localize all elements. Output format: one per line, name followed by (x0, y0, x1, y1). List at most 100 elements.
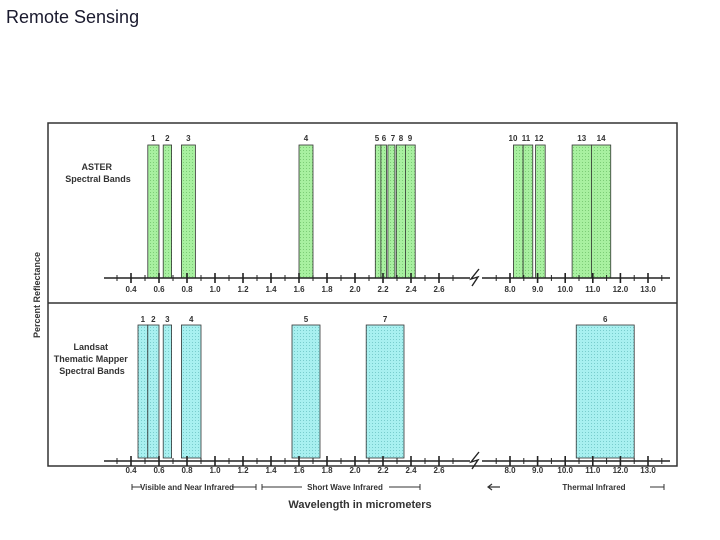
svg-text:Landsat Thematic Mapper: Landsat Thematic Mapper Spectral Bands (54, 342, 131, 376)
x-tick-label: 12.0 (613, 466, 629, 475)
x-tick-label: 13.0 (640, 466, 656, 475)
x-tick-label: 8.0 (504, 466, 516, 475)
x-tick-label: 0.8 (181, 285, 193, 294)
x-tick-label: 2.0 (349, 285, 361, 294)
x-tick-label: 1.6 (293, 466, 305, 475)
x-tick-label: 11.0 (585, 466, 601, 475)
aster-band-7 (387, 144, 396, 279)
landsat-axis: 0.4 0.6 0.8 1.0 1.2 1.4 1.6 1.8 2.0 2.2 2.4 2.6 8.0 9… (104, 451, 670, 475)
aster-band-13 (571, 144, 592, 279)
x-tick-label: 8.0 (504, 285, 516, 294)
landsat-band-label-1: 1 (141, 315, 146, 324)
landsat-band-6 (575, 324, 635, 459)
aster-band-label-12: 12 (535, 134, 544, 143)
x-tick-label: 13.0 (640, 285, 656, 294)
landsat-title-3: Spectral Bands (59, 366, 125, 376)
aster-band-label-5: 5 (375, 134, 380, 143)
landsat-title-1: Landsat (73, 342, 108, 352)
aster-band-5 (374, 144, 382, 279)
axis-break-icon (469, 451, 480, 470)
aster-bands: 1 2 3 4 5 6 7 8 9 10 11 12 13 14 (147, 134, 612, 279)
x-tick-label: 0.6 (153, 285, 165, 294)
aster-band-10 (513, 144, 524, 279)
landsat-band-label-2: 2 (151, 315, 156, 324)
aster-band-12 (535, 144, 546, 279)
aster-band-label-2: 2 (165, 134, 170, 143)
landsat-title-2: Thematic Mapper (54, 354, 129, 364)
aster-band-4 (298, 144, 314, 279)
region-visible-label: Visible and Near Infrared (140, 483, 234, 492)
svg-text:ASTER Spectral Bands: ASTER Spectral Bands (65, 162, 131, 184)
x-tick-label: 0.4 (125, 285, 137, 294)
x-tick-label: 0.4 (125, 466, 137, 475)
aster-band-9 (404, 144, 416, 279)
x-tick-label: 2.2 (377, 285, 389, 294)
aster-axis: 0.4 0.6 0.8 1.0 1.2 1.4 1.6 1.8 2.0 2.2 2.4 2.6 8.0 9… (104, 268, 670, 294)
x-tick-label: 2.2 (377, 466, 389, 475)
x-tick-label: 1.6 (293, 285, 305, 294)
aster-band-label-14: 14 (597, 134, 606, 143)
x-tick-label: 1.2 (237, 466, 249, 475)
landsat-band-label-4: 4 (189, 315, 194, 324)
aster-band-label-4: 4 (304, 134, 309, 143)
x-tick-label: 0.8 (181, 466, 193, 475)
landsat-band-3 (162, 324, 172, 459)
landsat-band-label-3: 3 (165, 315, 170, 324)
x-tick-label: 10.0 (557, 285, 573, 294)
x-tick-label: 1.8 (321, 285, 333, 294)
x-tick-label: 9.0 (532, 285, 544, 294)
aster-band-label-13: 13 (577, 134, 586, 143)
x-tick-label: 10.0 (557, 466, 573, 475)
aster-band-2 (162, 144, 172, 279)
x-tick-label: 2.4 (405, 285, 417, 294)
x-tick-label: 12.0 (613, 285, 629, 294)
x-tick-label: 1.4 (265, 466, 277, 475)
aster-band-label-8: 8 (399, 134, 404, 143)
aster-title-1: ASTER (81, 162, 112, 172)
aster-band-label-1: 1 (151, 134, 156, 143)
x-tick-label: 1.4 (265, 285, 277, 294)
slide-title: Remote Sensing (6, 7, 140, 27)
aster-band-label-7: 7 (391, 134, 396, 143)
landsat-band-4 (180, 324, 202, 459)
x-tick-label: 1.8 (321, 466, 333, 475)
aster-band-label-10: 10 (509, 134, 518, 143)
landsat-band-1 (137, 324, 149, 459)
aster-band-label-3: 3 (186, 134, 191, 143)
axis-break-icon (469, 268, 480, 287)
figure-frame (47, 122, 678, 467)
x-axis-label: Wavelength in micrometers (288, 499, 431, 511)
region-tir-label: Thermal Infrared (562, 483, 625, 492)
aster-band-8 (395, 144, 407, 279)
x-tick-label: 1.0 (209, 466, 221, 475)
landsat-band-label-6: 6 (603, 315, 608, 324)
aster-band-label-6: 6 (382, 134, 387, 143)
aster-band-6 (380, 144, 387, 279)
landsat-band-7 (365, 324, 405, 459)
landsat-band-label-7: 7 (383, 315, 388, 324)
x-tick-label: 2.6 (433, 285, 445, 294)
landsat-band-5 (291, 324, 321, 459)
x-tick-label: 1.2 (237, 285, 249, 294)
x-tick-label: 0.6 (153, 466, 165, 475)
arrow-left-icon (487, 483, 500, 491)
x-tick-label: 11.0 (585, 285, 601, 294)
aster-band-1 (147, 144, 160, 279)
region-annotations (131, 484, 665, 490)
aster-band-14 (591, 144, 612, 279)
x-tick-label: 9.0 (532, 466, 544, 475)
aster-band-label-9: 9 (408, 134, 413, 143)
y-axis-label: Percent Reflectance (32, 252, 42, 338)
aster-band-3 (180, 144, 196, 279)
landsat-band-label-5: 5 (304, 315, 309, 324)
x-tick-label: 1.0 (209, 285, 221, 294)
aster-title-2: Spectral Bands (65, 174, 131, 184)
x-tick-label: 2.6 (433, 466, 445, 475)
x-tick-label: 2.0 (349, 466, 361, 475)
region-swir-label: Short Wave Infrared (307, 483, 383, 492)
x-tick-label: 2.4 (405, 466, 417, 475)
aster-band-label-11: 11 (522, 134, 531, 143)
landsat-band-2 (147, 324, 160, 459)
